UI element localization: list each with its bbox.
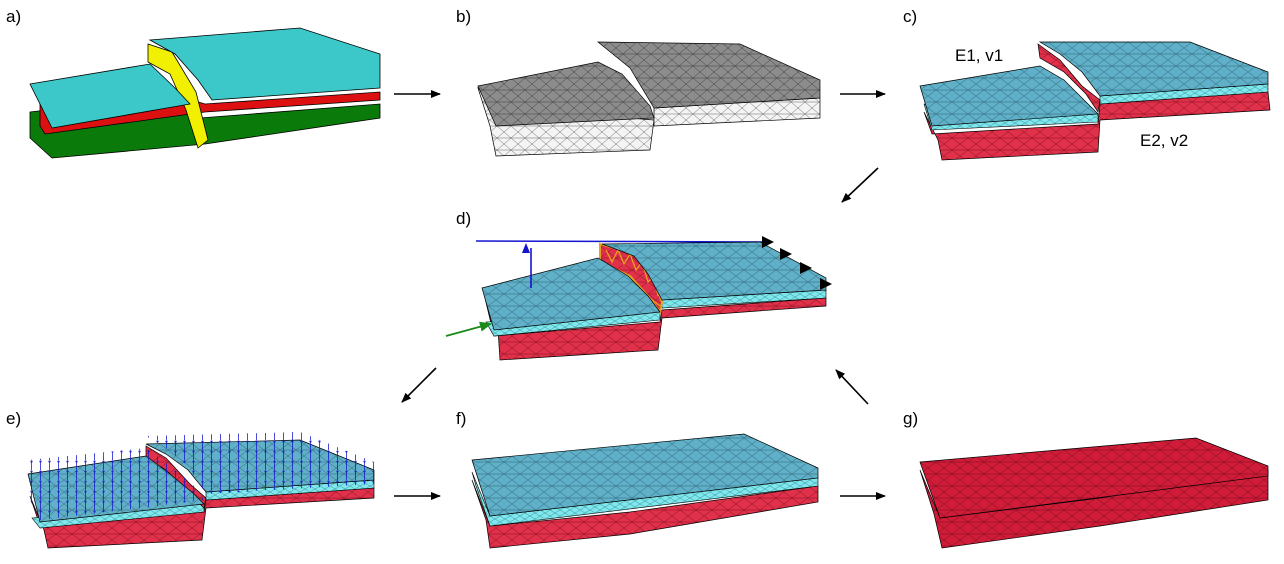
bc-triangle	[820, 278, 832, 290]
panel-e: e)	[6, 409, 375, 549]
panel-b-label: b)	[456, 7, 471, 26]
panel-b: b)	[456, 7, 821, 157]
panel-f-label: f)	[456, 409, 466, 428]
panel-f: f)	[456, 409, 819, 549]
reference-surface-line	[475, 240, 771, 243]
top-block-right	[601, 241, 827, 301]
bc-triangle	[780, 248, 792, 260]
bottom-block-red	[923, 91, 1271, 161]
panel-d: d)	[445, 209, 832, 361]
bottom-block-red	[483, 293, 827, 361]
label-e2-v2: E2, v2	[1140, 131, 1188, 150]
top-block-left	[481, 257, 661, 331]
panel-c: c) E1, v1 E2, v2	[903, 7, 1271, 161]
bottom-block-red	[471, 479, 819, 549]
top-block-left	[919, 65, 1099, 127]
panel-a-label: a)	[6, 7, 21, 26]
panel-a: a)	[6, 7, 381, 159]
bc-triangle	[762, 236, 774, 248]
displacement-vectors-right	[146, 432, 374, 494]
label-e1-v1: E1, v1	[955, 46, 1003, 65]
boundary-condition-markers	[762, 236, 832, 290]
fault-wall-red	[1037, 43, 1101, 113]
fault-plane-yellow	[147, 43, 209, 149]
top-surface-left	[29, 63, 191, 129]
block-top	[919, 437, 1269, 519]
displacement-vectors-left	[28, 448, 204, 520]
panel-d-label: d)	[456, 209, 471, 228]
panel-e-label: e)	[6, 409, 21, 428]
panel-c-label: c)	[903, 7, 917, 26]
mesh-top-left	[477, 61, 655, 127]
top-surface-right	[148, 27, 381, 101]
bc-triangle	[800, 262, 812, 274]
top-surface	[471, 433, 819, 517]
panel-g: g)	[903, 409, 1269, 549]
load-arrow	[445, 321, 492, 337]
arrow-d-to-e	[401, 367, 437, 403]
panel-g-label: g)	[903, 409, 918, 428]
top-block-right	[1038, 41, 1269, 97]
mesh-top-right	[596, 41, 821, 109]
arrow-c-to-d	[841, 167, 879, 203]
arrow-g-to-d	[835, 369, 869, 405]
